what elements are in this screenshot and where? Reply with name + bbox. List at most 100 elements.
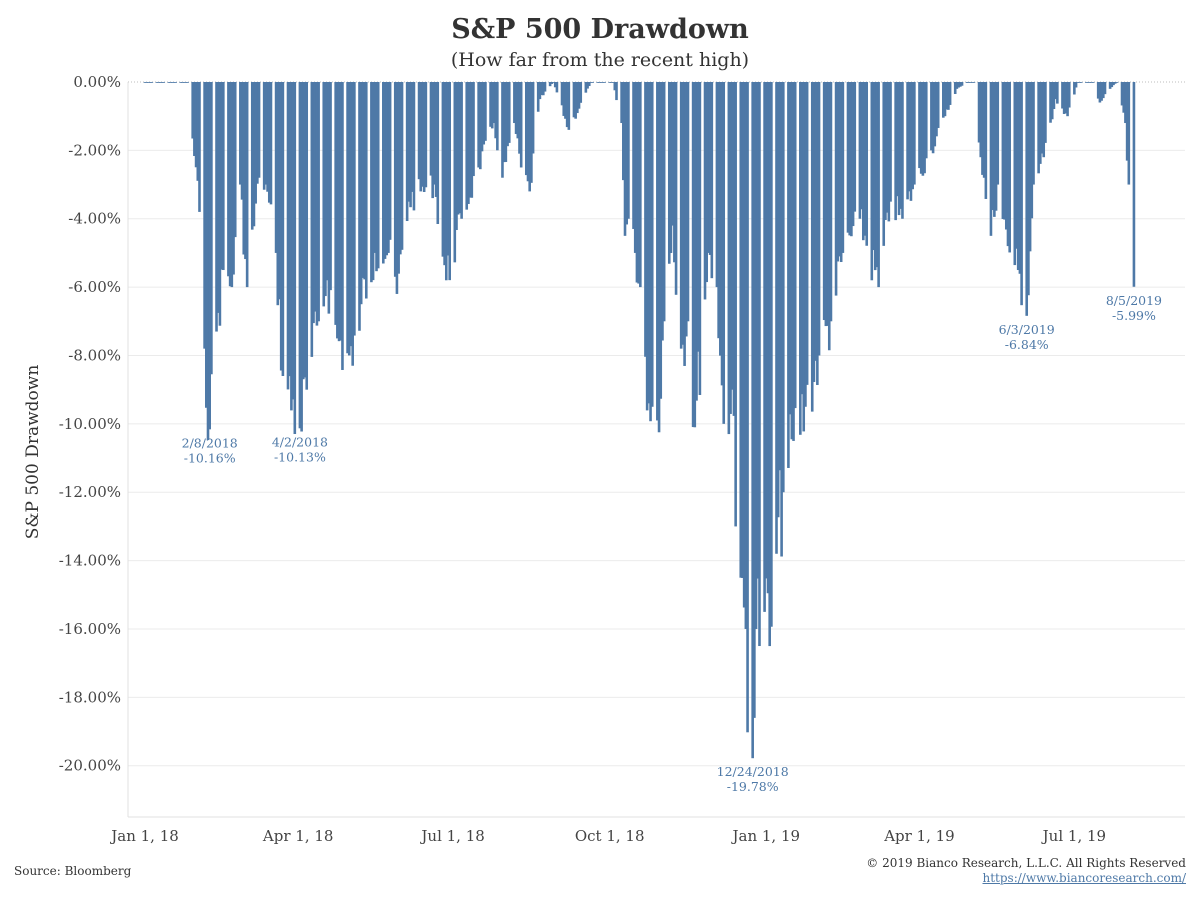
drawdown-bar bbox=[734, 82, 737, 527]
drawdown-bar bbox=[429, 82, 433, 176]
drawdown-bar bbox=[1074, 82, 1078, 88]
annotation-date: 4/2/2018 bbox=[272, 434, 328, 449]
annotation: 8/5/2019-5.99% bbox=[1106, 293, 1162, 323]
drawdown-bar bbox=[513, 82, 516, 124]
drawdown-bar bbox=[329, 82, 332, 291]
drawdown-bar bbox=[274, 82, 278, 253]
drawdown-bar bbox=[1127, 82, 1131, 185]
drawdown-bar bbox=[322, 82, 326, 307]
drawdown-bar bbox=[460, 82, 463, 219]
drawdown-bar bbox=[907, 82, 911, 192]
drawdown-bar bbox=[422, 82, 426, 192]
drawdown-bar bbox=[1032, 82, 1035, 185]
drawdown-bar bbox=[1122, 82, 1126, 113]
drawdown-bar bbox=[262, 82, 266, 190]
drawdown-bar bbox=[264, 82, 268, 185]
drawdown-bar bbox=[756, 82, 760, 579]
drawdown-bar bbox=[705, 82, 709, 283]
drawdown-bar bbox=[661, 82, 664, 341]
drawdown-bar bbox=[873, 82, 877, 271]
drawdown-bar bbox=[208, 82, 211, 430]
drawdown-bar bbox=[206, 82, 210, 441]
drawdown-bar bbox=[730, 82, 734, 390]
drawdown-bar bbox=[358, 82, 361, 331]
drawdown-bar bbox=[363, 82, 366, 280]
drawdown-bar bbox=[708, 82, 712, 255]
drawdown-bar bbox=[434, 82, 438, 197]
drawdown-bar bbox=[412, 82, 416, 211]
website-link[interactable]: https://www.biancoresearch.com/ bbox=[982, 871, 1186, 885]
drawdown-bar bbox=[942, 82, 945, 118]
drawdown-bar bbox=[387, 82, 390, 253]
drawdown-bar bbox=[919, 82, 923, 174]
drawdown-bar bbox=[1079, 82, 1083, 83]
drawdown-bar bbox=[417, 82, 421, 180]
drawdown-bar bbox=[1050, 82, 1054, 120]
drawdown-bar bbox=[174, 82, 177, 83]
drawdown-bar bbox=[1039, 82, 1042, 164]
annotation: 6/3/2019-6.84% bbox=[999, 322, 1055, 352]
drawdown-bar bbox=[1042, 82, 1046, 158]
drawdown-bar bbox=[222, 82, 225, 271]
drawdown-bar bbox=[228, 82, 232, 287]
drawdown-bar bbox=[625, 82, 629, 225]
annotation: 4/2/2018-10.13% bbox=[272, 434, 328, 464]
drawdown-bar bbox=[244, 82, 247, 260]
drawdown-bar bbox=[982, 82, 986, 178]
drawdown-bar bbox=[623, 82, 627, 236]
drawdown-bar bbox=[1030, 82, 1034, 219]
drawdown-bar bbox=[1049, 82, 1052, 123]
drawdown-bar bbox=[555, 82, 559, 93]
drawdown-bar bbox=[754, 82, 758, 629]
drawdown-bar bbox=[691, 82, 695, 428]
drawdown-bar bbox=[230, 82, 234, 288]
drawdown-bar bbox=[834, 82, 838, 296]
drawdown-bar bbox=[911, 82, 914, 190]
drawdown-bar bbox=[506, 82, 509, 147]
drawdown-bar bbox=[782, 82, 785, 493]
annotation-value: -10.16% bbox=[184, 450, 236, 465]
drawdown-bar bbox=[686, 82, 690, 322]
drawdown-bar bbox=[945, 82, 949, 110]
drawdown-bar bbox=[421, 82, 424, 187]
drawdown-bar bbox=[339, 82, 343, 341]
annotation-value: -19.78% bbox=[727, 779, 779, 794]
y-axis-ticks: 0.00% -2.00% -4.00% -6.00% -8.00% -10.00% -12.… bbox=[59, 73, 121, 775]
drawdown-bar bbox=[1052, 82, 1056, 110]
drawdown-bar bbox=[800, 82, 804, 395]
drawdown-bar bbox=[353, 82, 356, 336]
drawdown-bar bbox=[484, 82, 487, 141]
drawdown-bar bbox=[1040, 82, 1044, 154]
drawdown-bar bbox=[611, 82, 615, 83]
drawdown-bar bbox=[303, 82, 307, 378]
drawdown-bar bbox=[1067, 82, 1071, 108]
drawdown-bar bbox=[441, 82, 445, 257]
drawdown-bar bbox=[816, 82, 819, 386]
y-tick-label: -8.00% bbox=[68, 346, 121, 364]
drawdown-bar bbox=[346, 82, 349, 354]
drawdown-bar bbox=[836, 82, 840, 262]
drawdown-bar bbox=[293, 82, 297, 435]
drawdown-bar bbox=[465, 82, 469, 210]
drawdown-bar bbox=[210, 82, 213, 375]
drawdown-bar bbox=[753, 82, 756, 718]
drawdown-bar bbox=[894, 82, 897, 221]
drawdown-bar bbox=[620, 82, 623, 124]
drawdown-bar bbox=[972, 82, 976, 83]
drawdown-bar bbox=[431, 82, 434, 199]
x-tick-label: Jul 1, 19 bbox=[1041, 827, 1106, 845]
drawdown-bar bbox=[489, 82, 492, 127]
drawdown-bar bbox=[698, 82, 702, 395]
drawdown-bar bbox=[458, 82, 462, 214]
drawdown-bar bbox=[191, 82, 194, 139]
drawdown-bar bbox=[1108, 82, 1112, 89]
drawdown-bar bbox=[196, 82, 200, 181]
drawdown-bar bbox=[683, 82, 686, 366]
annotation-value: -10.13% bbox=[274, 449, 326, 464]
drawdown-bar bbox=[1100, 82, 1103, 101]
drawdown-bar bbox=[1113, 82, 1117, 84]
drawdown-bar bbox=[419, 82, 423, 192]
y-tick-label: -20.00% bbox=[59, 757, 121, 775]
drawdown-bar bbox=[405, 82, 409, 222]
